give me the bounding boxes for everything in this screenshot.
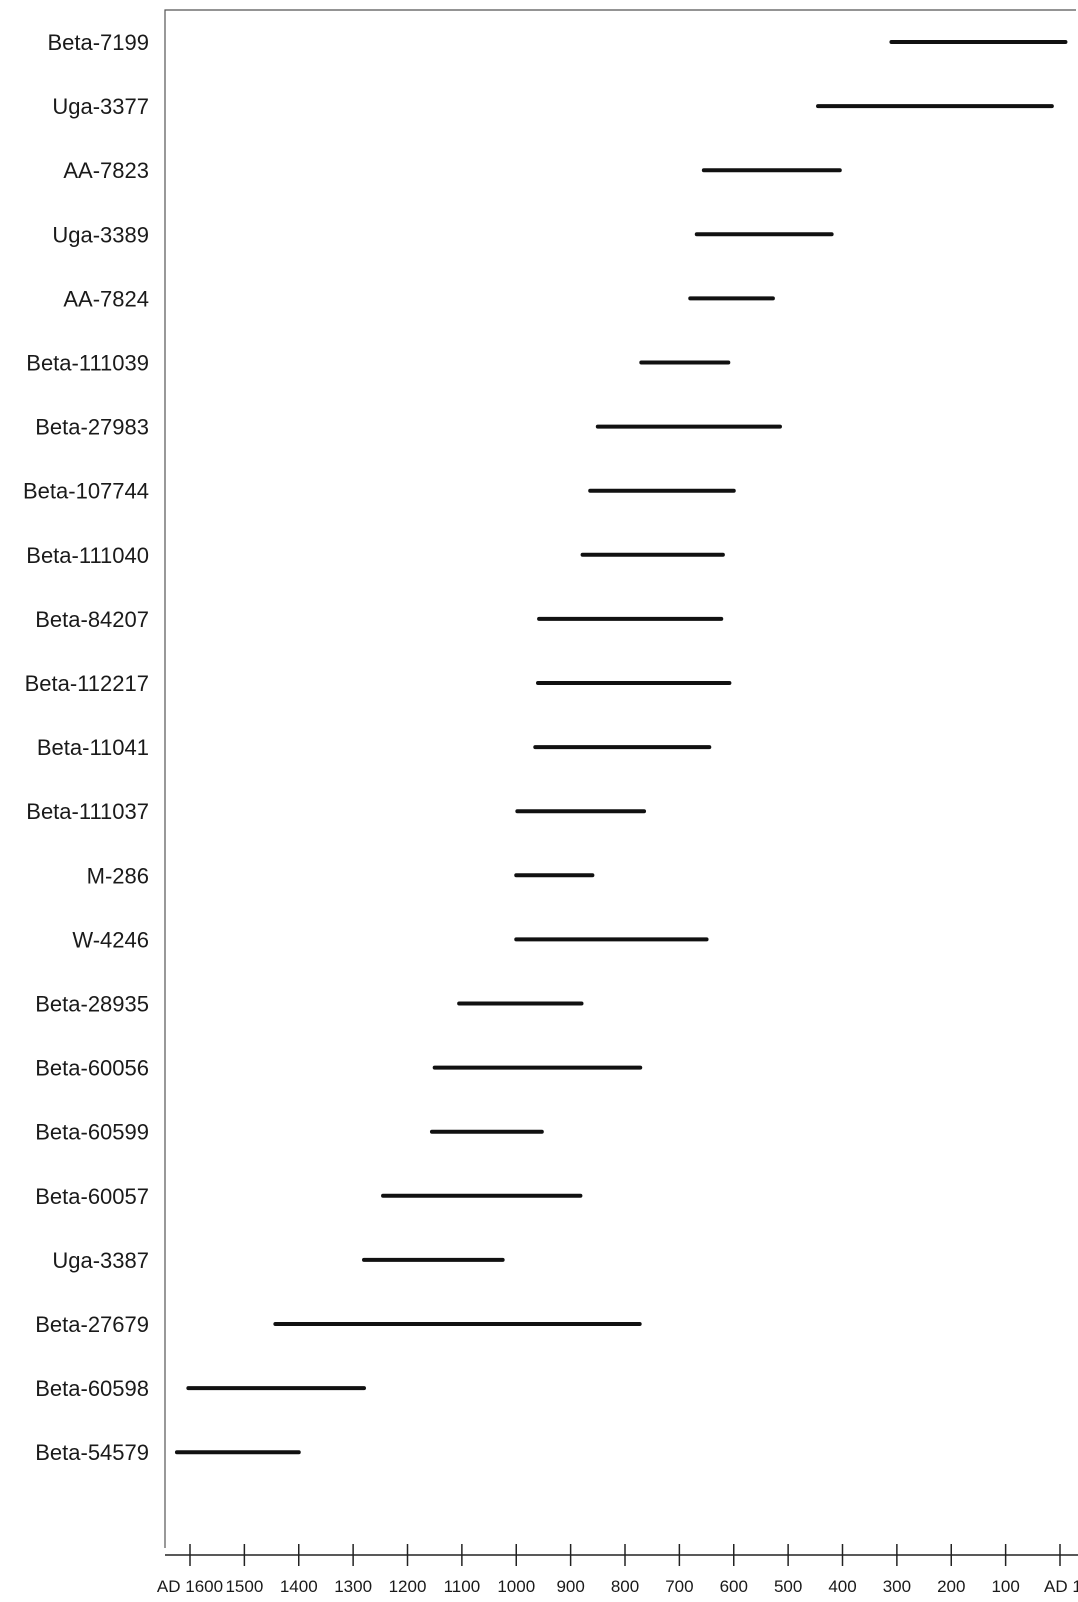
plot-frame <box>164 9 1076 1548</box>
sample-label: Beta-107744 <box>23 479 149 504</box>
sample-label: Beta-60057 <box>35 1184 149 1209</box>
sample-label: Uga-3387 <box>52 1248 149 1273</box>
x-axis-tick-label: 800 <box>611 1577 639 1596</box>
sample-label: Beta-11041 <box>37 735 149 760</box>
sample-label: Beta-27679 <box>35 1312 149 1337</box>
sample-label: Uga-3389 <box>52 222 149 247</box>
x-axis-tick-label: 900 <box>556 1577 584 1596</box>
x-axis-tick-label: 1200 <box>389 1577 427 1596</box>
x-axis-tick-label: 500 <box>774 1577 802 1596</box>
x-axis-tick-label: 1300 <box>334 1577 372 1596</box>
sample-label: Beta-60598 <box>35 1376 149 1401</box>
sample-label: Uga-3377 <box>52 94 149 119</box>
x-axis-tick-label: 1000 <box>497 1577 535 1596</box>
x-axis-tick-label: 300 <box>883 1577 911 1596</box>
sample-label: W-4246 <box>72 927 149 952</box>
sample-label: Beta-54579 <box>35 1440 149 1465</box>
sample-label: AA-7824 <box>63 286 149 311</box>
sample-label: Beta-28935 <box>35 992 149 1017</box>
sample-label: AA-7823 <box>63 158 149 183</box>
sample-label: Beta-60056 <box>35 1056 149 1081</box>
sample-label: Beta-7199 <box>47 30 149 55</box>
sample-label: M-286 <box>87 863 149 888</box>
x-axis-tick-label: 600 <box>720 1577 748 1596</box>
x-axis-tick-label: 1400 <box>280 1577 318 1596</box>
x-axis-tick-label: AD 1 <box>1044 1577 1078 1596</box>
x-axis-tick-label: 100 <box>991 1577 1019 1596</box>
sample-label: Beta-84207 <box>35 607 149 632</box>
x-axis-tick-label: 400 <box>828 1577 856 1596</box>
sample-label: Beta-112217 <box>25 671 149 696</box>
x-axis-tick-label: 700 <box>665 1577 693 1596</box>
sample-label: Beta-111040 <box>26 543 149 568</box>
x-axis-tick-label: 200 <box>937 1577 965 1596</box>
x-axis-tick-label: AD 1600 <box>157 1577 223 1596</box>
sample-label: Beta-60599 <box>35 1120 149 1145</box>
sample-label: Beta-27983 <box>35 415 149 440</box>
sample-label: Beta-111037 <box>26 799 149 824</box>
x-axis-tick-label: 1500 <box>225 1577 263 1596</box>
x-axis-tick-label: 1100 <box>444 1577 481 1596</box>
sample-label: Beta-111039 <box>26 351 149 376</box>
